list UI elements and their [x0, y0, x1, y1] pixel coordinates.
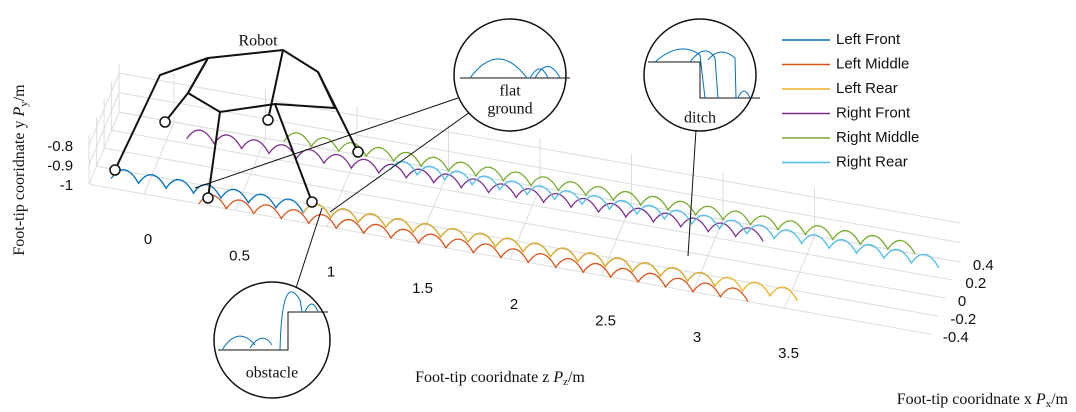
z-tick-label: 3.5 — [778, 345, 799, 362]
robot-leg — [317, 71, 359, 153]
z-axis-title: Foot-tip cooridnate z Pz/m — [415, 369, 585, 388]
x-tick-label: -0.4 — [943, 329, 969, 346]
x-tick-label: 0 — [958, 293, 966, 310]
grid-line — [111, 129, 954, 281]
z-tick-label: 2 — [510, 296, 518, 313]
inset-obstacle: obstacle — [213, 281, 331, 399]
pointer — [295, 207, 323, 289]
robot-sketch — [114, 48, 359, 203]
legend: Left Front Left Middle Left Rear Right Fron… — [782, 31, 919, 170]
inset-sketch — [221, 291, 319, 351]
robot-body — [186, 48, 337, 114]
foot — [109, 164, 121, 176]
legend-label: Left Rear — [836, 80, 898, 97]
z-tick-label: 2.5 — [595, 312, 616, 329]
axis-text: Foot-tip cooridnate z — [415, 369, 549, 386]
foot-circles — [109, 114, 364, 208]
inset-circle — [453, 18, 567, 132]
trajectories — [110, 129, 940, 302]
axis-sub: x — [1046, 398, 1052, 410]
inset-label: ground — [487, 101, 532, 118]
inset-label: ditch — [684, 110, 716, 127]
ground — [648, 61, 760, 99]
grid-line — [88, 112, 120, 185]
pointer — [329, 111, 471, 213]
pointer — [687, 129, 697, 257]
z-tick-label: 1.5 — [412, 280, 433, 297]
y-tick-label: -0.8 — [47, 138, 73, 155]
z-tick-label: 1 — [327, 264, 335, 281]
z-tick-label: 3 — [693, 329, 701, 346]
x-tick-label: 0.2 — [965, 275, 986, 292]
trajectory — [186, 129, 764, 242]
foot — [159, 116, 171, 128]
z-tick-label: 0.5 — [229, 247, 250, 264]
trajectory — [283, 132, 916, 255]
inset-flat: flat ground — [453, 18, 570, 132]
legend-label: Right Front — [836, 104, 911, 121]
foot — [352, 146, 364, 158]
inset-sketch — [469, 58, 561, 79]
legend-label: Right Rear — [836, 153, 908, 170]
axis-sub: z — [563, 376, 568, 388]
grid-line — [119, 92, 961, 244]
axis-symbol: P — [1035, 391, 1046, 408]
inset-label: flat — [499, 83, 521, 100]
z-tick-label: 0 — [144, 231, 152, 248]
robot-leg — [274, 103, 313, 203]
inset-sketch — [654, 48, 751, 99]
robot-leg — [114, 57, 209, 171]
y-tick-label: -0.9 — [47, 158, 73, 175]
axis-unit: /m — [568, 369, 585, 386]
x-axis-title: Foot-tip cooridnate x Px/m — [897, 391, 1069, 410]
pointers — [194, 97, 697, 289]
axis-unit: /m — [11, 84, 28, 101]
trajectory — [389, 160, 940, 269]
axis-sub: y — [18, 101, 30, 107]
grid-line — [88, 92, 120, 165]
trajectory — [302, 203, 798, 302]
axis-symbol: P — [11, 107, 28, 118]
robot-label: Robot — [238, 33, 278, 50]
legend-label: Left Front — [836, 31, 901, 48]
grid-line — [88, 73, 120, 146]
grid-line — [104, 147, 946, 299]
legend-label: Left Middle — [836, 55, 909, 72]
x-tick-label: 0.4 — [973, 257, 994, 274]
x-tick-label: -0.2 — [950, 311, 976, 328]
axis-text: Foot-tip cooridnate y — [11, 121, 28, 256]
y-axis-title: Foot-tip cooridnate y Py/m — [11, 84, 30, 256]
grid-line — [119, 72, 961, 224]
robot-leg — [187, 57, 209, 94]
robot-leg — [267, 49, 284, 121]
robot-leg — [207, 111, 221, 199]
grid-line — [96, 165, 939, 317]
axis-symbol: P — [552, 369, 563, 386]
foot — [306, 196, 318, 208]
axis-text: Foot-tip cooridnate x — [897, 391, 1032, 408]
y-tick-label: -1 — [60, 177, 73, 194]
inset-circle — [213, 281, 331, 399]
legend-label: Right Middle — [836, 129, 919, 146]
foot — [202, 192, 214, 204]
inset-label: obstacle — [246, 365, 298, 382]
axis-unit: /m — [1051, 391, 1068, 408]
robot-leg — [164, 92, 189, 123]
pointer — [194, 97, 459, 189]
foot — [262, 114, 274, 126]
trajectory — [198, 194, 749, 302]
grid-line — [89, 183, 931, 335]
inset-ditch: ditch — [643, 18, 760, 132]
ground — [218, 311, 328, 351]
